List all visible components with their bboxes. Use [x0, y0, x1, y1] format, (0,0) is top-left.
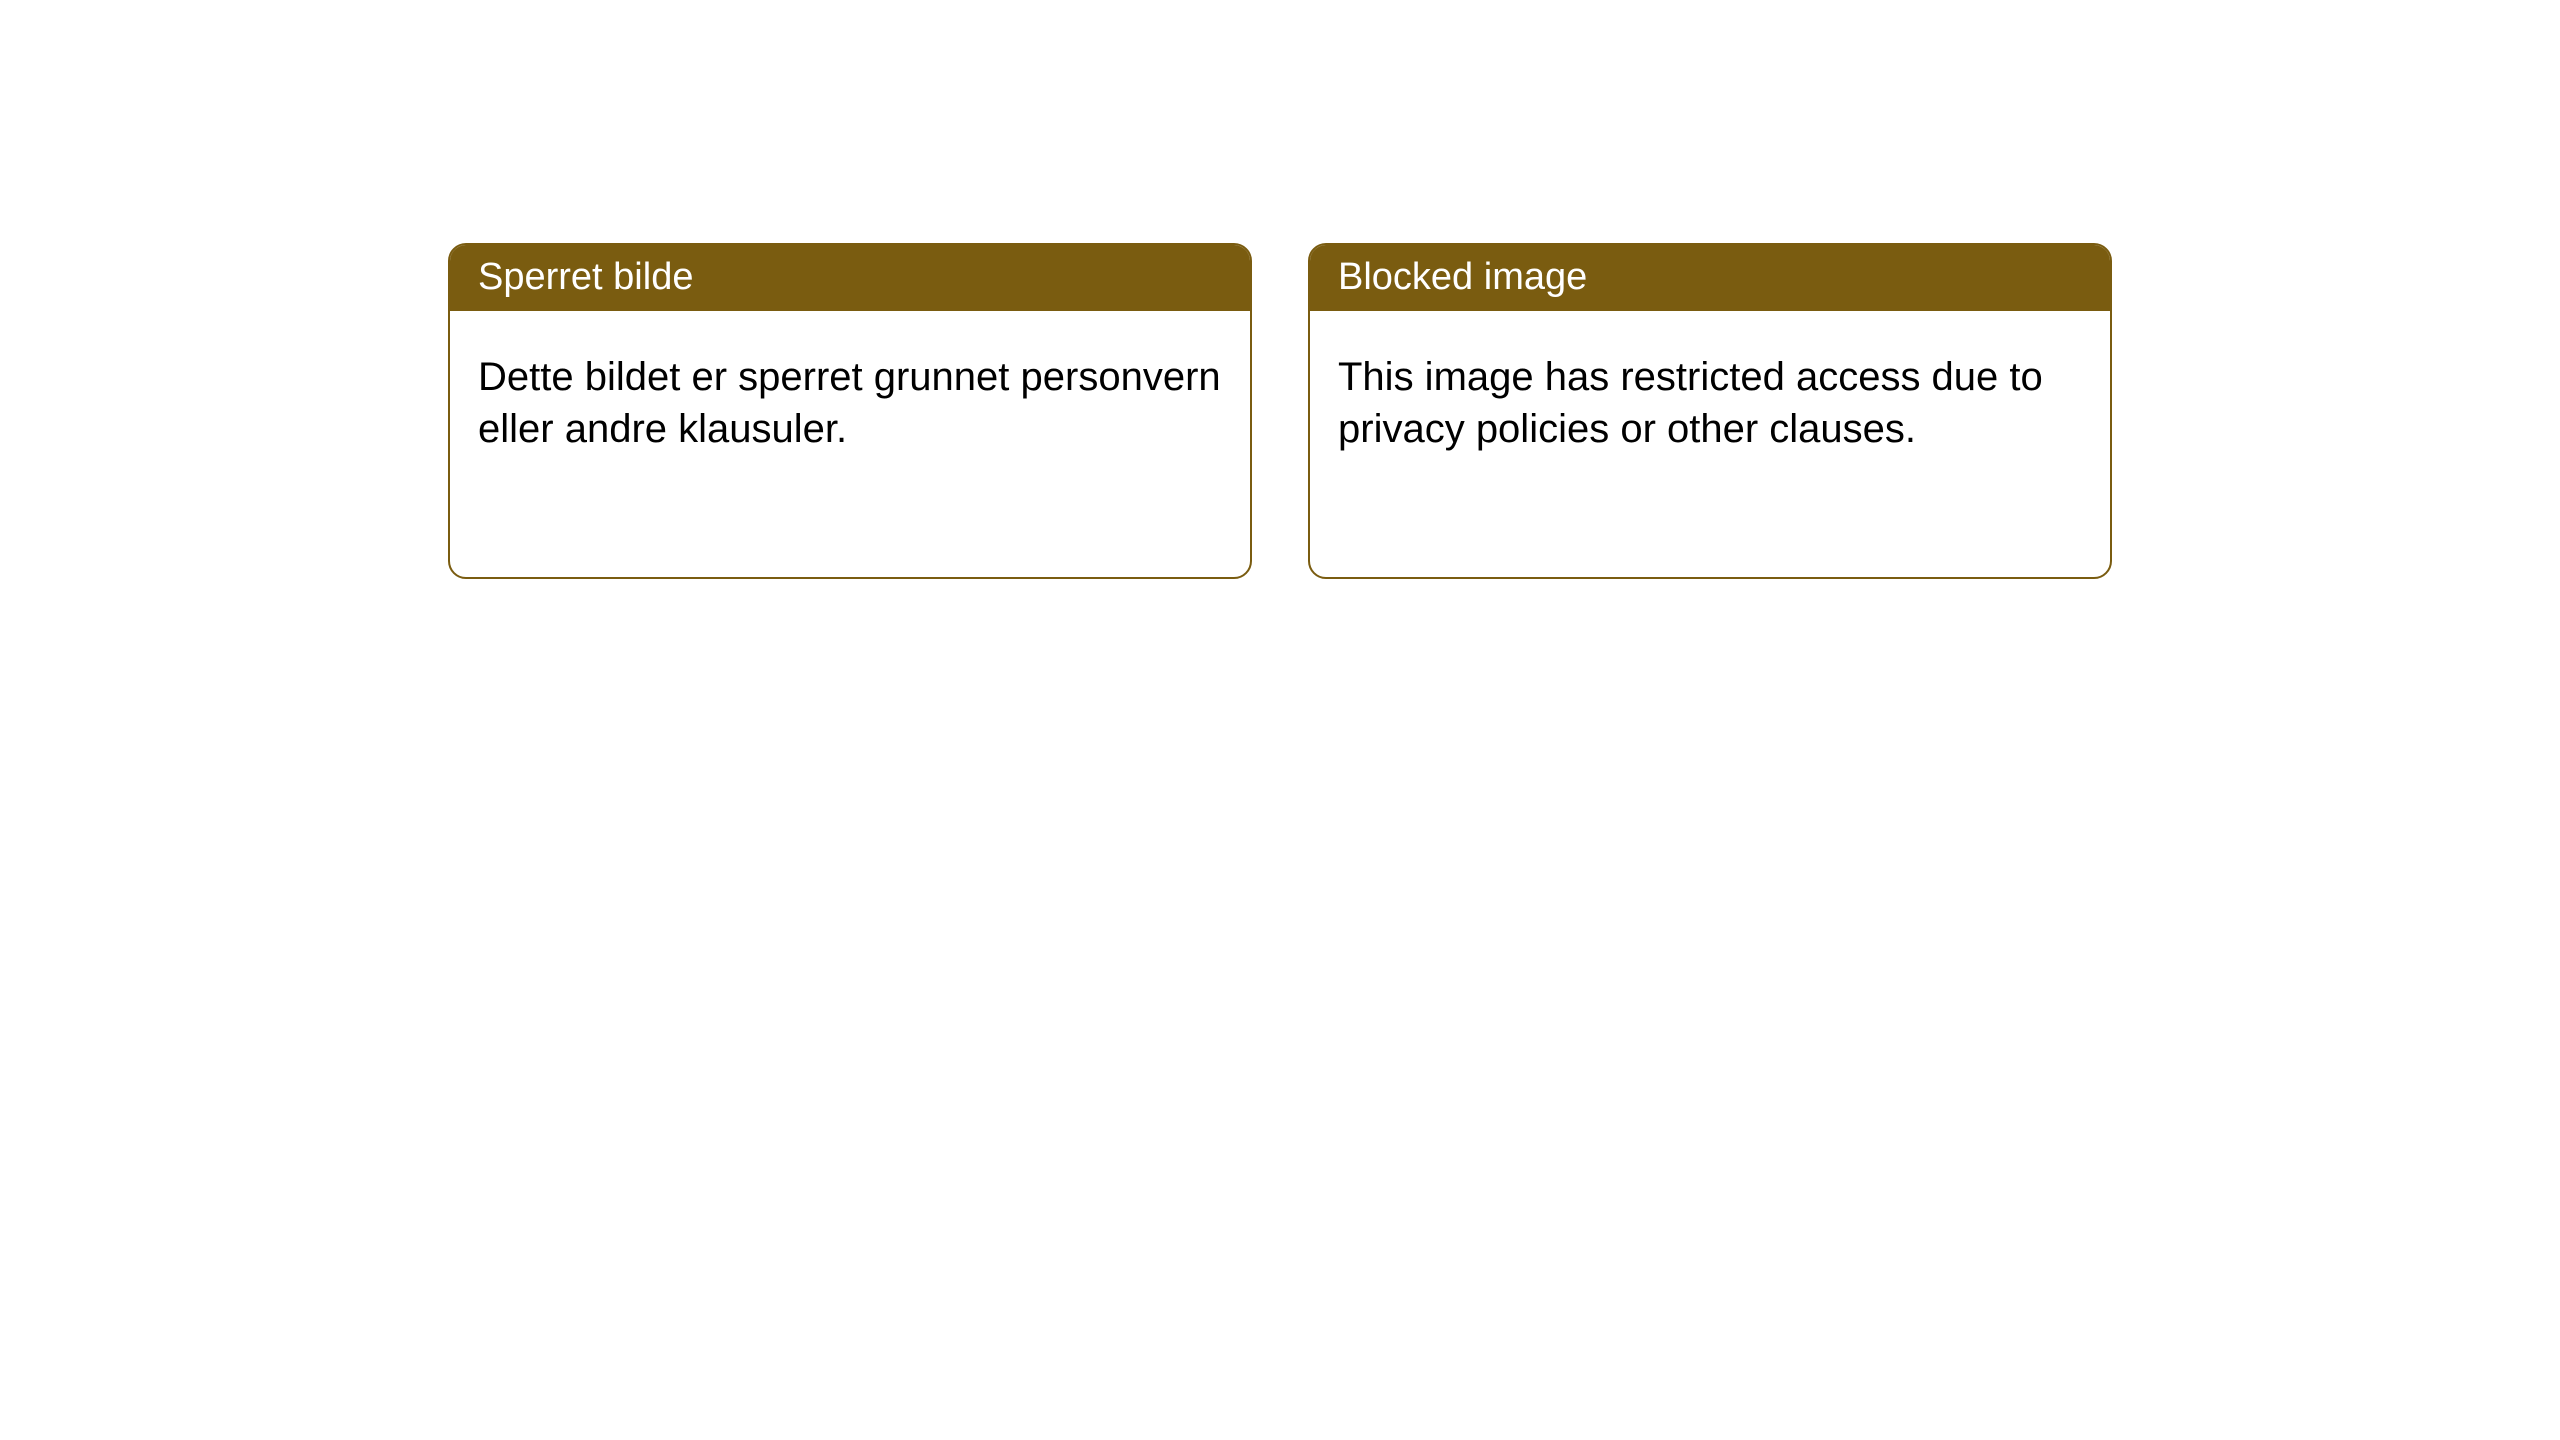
blocked-image-card-en: Blocked image This image has restricted …	[1308, 243, 2112, 579]
card-header: Sperret bilde	[450, 245, 1250, 311]
card-body: This image has restricted access due to …	[1310, 311, 2110, 483]
blocked-image-card-no: Sperret bilde Dette bildet er sperret gr…	[448, 243, 1252, 579]
card-header: Blocked image	[1310, 245, 2110, 311]
cards-container: Sperret bilde Dette bildet er sperret gr…	[0, 0, 2560, 579]
card-body-text: This image has restricted access due to …	[1338, 355, 2043, 451]
card-title: Blocked image	[1338, 256, 1587, 298]
card-body-text: Dette bildet er sperret grunnet personve…	[478, 355, 1221, 451]
card-body: Dette bildet er sperret grunnet personve…	[450, 311, 1250, 483]
card-title: Sperret bilde	[478, 256, 693, 298]
